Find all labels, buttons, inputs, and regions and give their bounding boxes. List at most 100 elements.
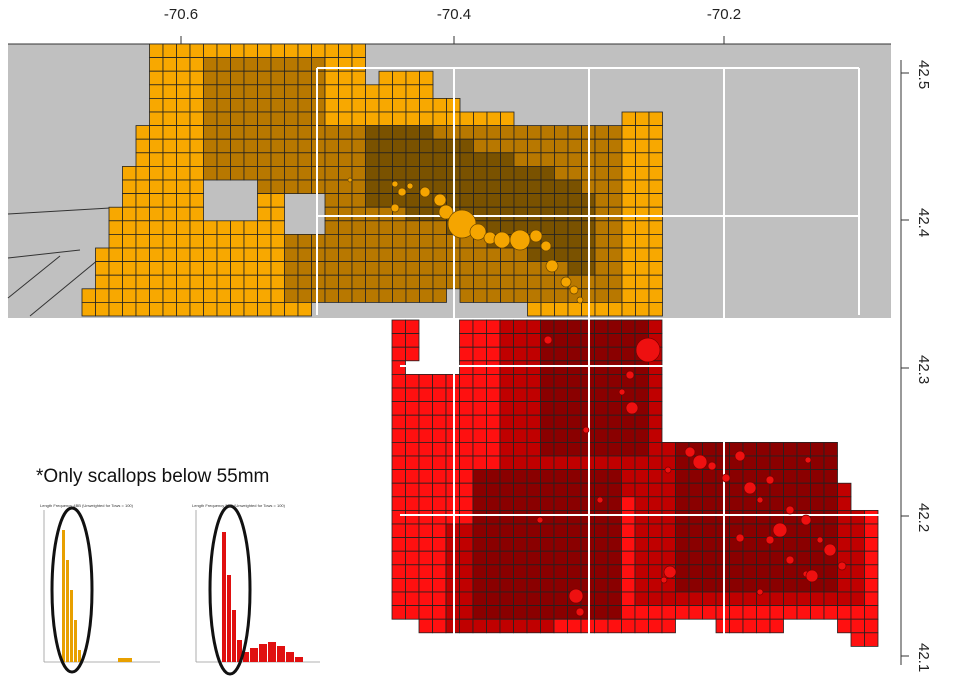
orange-circle <box>391 180 399 188</box>
orange-cell <box>162 43 177 59</box>
orange-cell <box>608 165 623 181</box>
orange-cell <box>392 138 407 154</box>
orange-cell <box>216 84 231 99</box>
red-cell <box>526 618 541 634</box>
red-cell <box>391 469 406 484</box>
orange-cell <box>554 301 569 317</box>
orange-cell <box>567 125 582 140</box>
orange-cell <box>419 138 434 154</box>
orange-cell <box>540 179 555 195</box>
red-cell <box>580 414 595 430</box>
red-cell <box>432 469 447 484</box>
orange-cell <box>243 70 258 86</box>
orange-cell <box>189 57 204 72</box>
red-cell <box>634 523 649 539</box>
red-cell <box>648 618 663 634</box>
orange-cell <box>608 274 623 290</box>
red-cell <box>459 496 474 511</box>
red-cell <box>594 387 609 403</box>
orange-cell <box>527 193 542 208</box>
orange-cell <box>189 233 204 249</box>
red-cell <box>621 414 636 430</box>
orange-cell <box>162 98 177 113</box>
orange-cell <box>473 206 488 222</box>
red-cell <box>418 496 433 511</box>
orange-cell <box>135 288 150 303</box>
orange-cell <box>473 261 488 276</box>
red-cell <box>742 441 757 457</box>
red-circle <box>707 461 717 471</box>
orange-cell <box>594 274 609 290</box>
red-cell <box>621 482 636 498</box>
red-cell <box>769 578 784 593</box>
orange-cell <box>216 98 231 113</box>
red-cell <box>499 414 514 430</box>
orange-cell <box>338 111 353 127</box>
orange-cell <box>243 301 258 317</box>
orange-cell <box>473 152 488 167</box>
orange-cell <box>189 125 204 140</box>
orange-cell <box>243 233 258 249</box>
red-cell <box>715 564 730 579</box>
red-cell <box>499 401 514 416</box>
orange-cell <box>500 125 515 140</box>
orange-cell <box>378 206 393 222</box>
orange-cell <box>95 274 110 290</box>
red-cell <box>459 319 474 335</box>
orange-cell <box>162 179 177 195</box>
red-cell <box>499 373 514 389</box>
red-circle <box>804 456 812 464</box>
red-cell <box>742 509 757 525</box>
red-circle <box>575 607 585 617</box>
orange-cell <box>486 111 501 127</box>
orange-cell <box>594 125 609 140</box>
red-cell <box>499 387 514 403</box>
orange-cell <box>149 220 164 235</box>
red-cell <box>810 591 825 607</box>
red-cell <box>540 496 555 511</box>
orange-cell <box>297 57 312 72</box>
orange-cell <box>594 247 609 263</box>
red-cell <box>472 564 487 579</box>
red-cell <box>783 455 798 471</box>
y-tick-label: 42.3 <box>915 355 932 385</box>
red-cell <box>486 319 501 335</box>
orange-circle <box>469 223 487 241</box>
orange-cell <box>392 274 407 290</box>
red-cell <box>810 441 825 457</box>
orange-cell <box>473 138 488 154</box>
orange-cell <box>311 84 326 99</box>
orange-cell <box>594 152 609 167</box>
orange-cell <box>162 193 177 208</box>
orange-cell <box>540 301 555 317</box>
orange-cell <box>392 152 407 167</box>
red-cell <box>486 523 501 539</box>
orange-cell <box>338 98 353 113</box>
orange-cell <box>257 193 272 208</box>
orange-cell <box>122 220 137 235</box>
orange-cell <box>500 111 515 127</box>
orange-cell <box>486 125 501 140</box>
orange-cell <box>486 179 501 195</box>
red-cell <box>661 550 676 566</box>
orange-cell <box>540 165 555 181</box>
orange-cell <box>365 125 380 140</box>
red-cell <box>445 578 460 593</box>
red-cell <box>499 319 514 335</box>
red-cell <box>580 319 595 335</box>
red-cell <box>621 591 636 607</box>
red-cell <box>850 523 865 539</box>
red-cell <box>486 428 501 443</box>
red-cell <box>405 605 420 620</box>
red-circle <box>823 543 837 557</box>
orange-circle <box>397 187 407 197</box>
orange-cell <box>189 84 204 99</box>
red-cell <box>486 387 501 403</box>
red-cell <box>445 469 460 484</box>
orange-cell <box>473 193 488 208</box>
orange-cell <box>176 43 191 59</box>
red-cell <box>540 469 555 484</box>
orange-cell <box>432 179 447 195</box>
orange-cell <box>567 179 582 195</box>
orange-cell <box>365 98 380 113</box>
